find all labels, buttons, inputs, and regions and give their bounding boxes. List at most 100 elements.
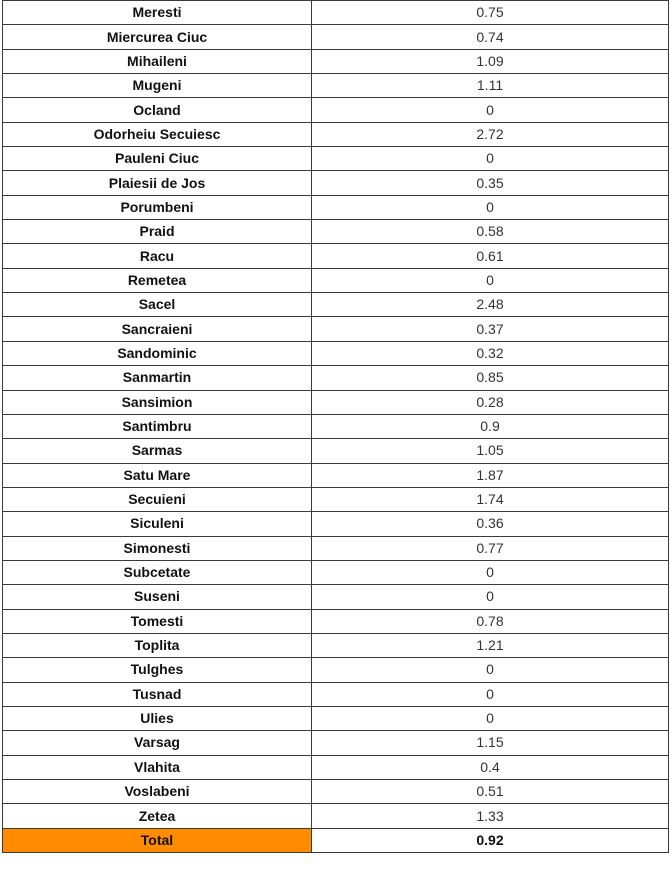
locality-value: 0 — [311, 657, 669, 683]
table-row: Suseni 0 — [2, 584, 669, 610]
locality-name: Satu Mare — [2, 462, 312, 488]
locality-name: Tusnad — [2, 681, 312, 707]
table-row: Mugeni 1.11 — [2, 73, 669, 99]
locality-value: 1.87 — [311, 462, 669, 488]
locality-value: 0.32 — [311, 340, 669, 367]
table-row: Tusnad 0 — [2, 681, 669, 707]
locality-name: Sansimion — [2, 389, 312, 415]
locality-name: Remetea — [2, 267, 312, 294]
locality-name: Zetea — [2, 803, 312, 829]
locality-name: Tomesti — [2, 608, 312, 634]
table-row: Tulghes 0 — [2, 657, 669, 683]
locality-value: 0.9 — [311, 413, 669, 440]
table-row: Miercurea Ciuc 0.74 — [2, 24, 669, 50]
table-row: Voslabeni 0.51 — [2, 778, 669, 805]
table-row: Simonesti 0.77 — [2, 535, 669, 561]
locality-value: 0 — [311, 584, 669, 610]
locality-name: Praid — [2, 219, 312, 245]
table-row: Racu 0.61 — [2, 243, 669, 269]
locality-name: Miercurea Ciuc — [2, 24, 312, 50]
locality-name: Subcetate — [2, 559, 312, 586]
locality-value: 0.4 — [311, 754, 669, 781]
table-row: Varsag 1.15 — [2, 730, 669, 756]
table-row: Praid 0.58 — [2, 219, 669, 245]
table-row: Odorheiu Secuiesc 2.72 — [2, 121, 669, 148]
locality-value: 0.75 — [311, 0, 669, 26]
locality-value: 0 — [311, 146, 669, 172]
locality-name: Siculeni — [2, 511, 312, 537]
locality-name: Varsag — [2, 730, 312, 756]
locality-name: Pauleni Ciuc — [2, 146, 312, 172]
locality-value: 0.51 — [311, 778, 669, 805]
locality-name: Ocland — [2, 97, 312, 123]
locality-name: Odorheiu Secuiesc — [2, 121, 312, 148]
table-body: Meresti 0.75 Miercurea Ciuc 0.74 Mihaileni 1.… — [2, 0, 669, 854]
table-row: Plaiesii de Jos 0.35 — [2, 170, 669, 196]
locality-value: 0.61 — [311, 243, 669, 269]
locality-value: 1.21 — [311, 632, 669, 659]
locality-value: 0 — [311, 97, 669, 123]
table-row: Tomesti 0.78 — [2, 608, 669, 634]
locality-name: Sanmartin — [2, 365, 312, 391]
table-row: Secuieni 1.74 — [2, 486, 669, 513]
locality-value: 0.28 — [311, 389, 669, 415]
table-row: Sansimion 0.28 — [2, 389, 669, 415]
locality-value: 0.37 — [311, 316, 669, 342]
locality-value: 2.72 — [311, 121, 669, 148]
table-row: Sarmas 1.05 — [2, 438, 669, 464]
locality-value: 0 — [311, 559, 669, 586]
table-row: Ocland 0 — [2, 97, 669, 123]
table-row: Sandominic 0.32 — [2, 340, 669, 367]
table-row: Sanmartin 0.85 — [2, 365, 669, 391]
table-row: Sacel 2.48 — [2, 292, 669, 318]
locality-value: 0.58 — [311, 219, 669, 245]
table-row: Meresti 0.75 — [2, 0, 669, 26]
locality-name: Vlahita — [2, 754, 312, 781]
locality-value: 2.48 — [311, 292, 669, 318]
locality-value: 0.35 — [311, 170, 669, 196]
locality-name: Santimbru — [2, 413, 312, 440]
locality-name: Sarmas — [2, 438, 312, 464]
total-label: Total — [2, 827, 312, 854]
locality-value: 1.09 — [311, 48, 669, 75]
table-row: Sancraieni 0.37 — [2, 316, 669, 342]
locality-value: 0 — [311, 194, 669, 221]
locality-name: Simonesti — [2, 535, 312, 561]
locality-value: 0 — [311, 705, 669, 732]
table-row: Mihaileni 1.09 — [2, 48, 669, 75]
total-value: 0.92 — [311, 827, 669, 854]
locality-value: 1.74 — [311, 486, 669, 513]
locality-name: Sacel — [2, 292, 312, 318]
locality-value: 0 — [311, 267, 669, 294]
locality-name: Tulghes — [2, 657, 312, 683]
table-row: Satu Mare 1.87 — [2, 462, 669, 488]
locality-name: Mugeni — [2, 73, 312, 99]
locality-name: Plaiesii de Jos — [2, 170, 312, 196]
data-table: Meresti 0.75 Miercurea Ciuc 0.74 Mihaileni 1.… — [2, 0, 669, 854]
table-row: Toplita 1.21 — [2, 632, 669, 659]
locality-value: 0 — [311, 681, 669, 707]
table-row: Porumbeni 0 — [2, 194, 669, 221]
locality-name: Sandominic — [2, 340, 312, 367]
total-row: Total 0.92 — [2, 827, 669, 854]
locality-value: 1.05 — [311, 438, 669, 464]
locality-name: Meresti — [2, 0, 312, 26]
table-row: Santimbru 0.9 — [2, 413, 669, 440]
locality-name: Secuieni — [2, 486, 312, 513]
locality-name: Suseni — [2, 584, 312, 610]
locality-value: 1.11 — [311, 73, 669, 99]
locality-value: 0.74 — [311, 24, 669, 50]
locality-value: 1.33 — [311, 803, 669, 829]
locality-value: 0.78 — [311, 608, 669, 634]
locality-name: Ulies — [2, 705, 312, 732]
locality-name: Porumbeni — [2, 194, 312, 221]
table-row: Zetea 1.33 — [2, 803, 669, 829]
table-row: Siculeni 0.36 — [2, 511, 669, 537]
locality-value: 1.15 — [311, 730, 669, 756]
locality-name: Toplita — [2, 632, 312, 659]
locality-name: Sancraieni — [2, 316, 312, 342]
table-row: Pauleni Ciuc 0 — [2, 146, 669, 172]
locality-name: Mihaileni — [2, 48, 312, 75]
locality-value: 0.85 — [311, 365, 669, 391]
table-row: Ulies 0 — [2, 705, 669, 732]
